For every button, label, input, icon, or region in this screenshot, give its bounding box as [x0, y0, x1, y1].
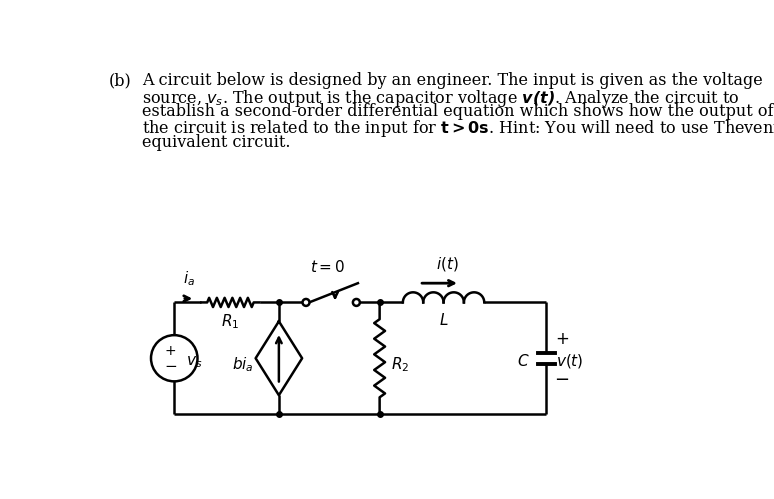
Text: (b): (b) [108, 72, 131, 89]
Text: equivalent circuit.: equivalent circuit. [142, 134, 290, 151]
Text: $L$: $L$ [439, 312, 448, 328]
Text: $R_1$: $R_1$ [221, 312, 240, 331]
Text: establish a second-order differential equation which shows how the output of: establish a second-order differential eq… [142, 103, 773, 120]
Text: $v_s$: $v_s$ [186, 354, 202, 370]
Text: −: − [164, 359, 176, 374]
Text: the circuit is related to the input for $\mathbf{t{>}0s}$. Hint: You will need t: the circuit is related to the input for … [142, 118, 774, 139]
Circle shape [303, 299, 310, 306]
Circle shape [353, 299, 360, 306]
Text: −: − [554, 371, 570, 389]
Text: $v(t)$: $v(t)$ [556, 352, 583, 370]
Text: $R_2$: $R_2$ [391, 355, 409, 374]
Text: $C$: $C$ [516, 353, 529, 369]
Text: A circuit below is designed by an engineer. The input is given as the voltage: A circuit below is designed by an engine… [142, 72, 762, 89]
Text: source, $v_s$. The output is the capacitor voltage $\bfit{v(t)}$. Analyze the ci: source, $v_s$. The output is the capacit… [142, 88, 739, 109]
Text: $bi_a$: $bi_a$ [231, 355, 253, 374]
Text: $i(t)$: $i(t)$ [436, 255, 459, 273]
Text: $t = 0$: $t = 0$ [310, 259, 345, 275]
Text: +: + [555, 330, 569, 348]
Text: +: + [165, 344, 176, 358]
Text: $i_a$: $i_a$ [183, 269, 194, 288]
